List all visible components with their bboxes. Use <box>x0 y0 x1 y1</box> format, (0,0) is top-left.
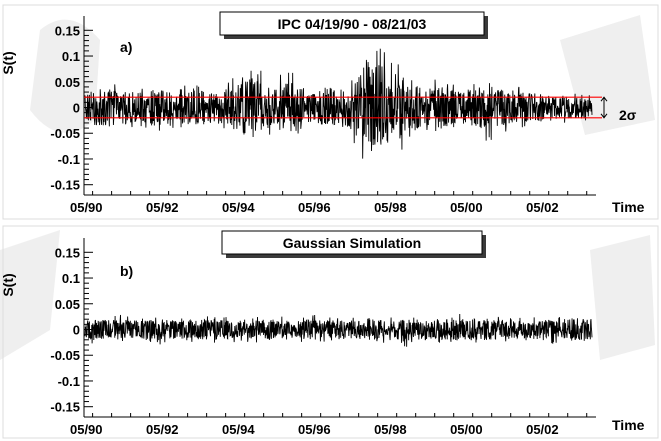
panel-a-label: a) <box>120 39 132 55</box>
panel-a-series-line <box>84 48 593 159</box>
panel-b: Gaussian Simulation b) S(t) Time 0.150.1… <box>0 225 659 439</box>
panel-a-title-box: IPC 04/19/90 - 08/21/03 <box>219 11 488 39</box>
panel-a-y-axis-label: S(t) <box>0 51 16 74</box>
panel-b-y-tick-label: -0.15 <box>50 400 80 415</box>
panel-b-y-tick-label: 0.05 <box>55 297 80 312</box>
panel-b-x-tick-label: 05/00 <box>450 422 483 437</box>
panel-b-y-tick-label: 0.1 <box>62 271 80 286</box>
panel-a-y-tick-label: -0.1 <box>58 152 80 167</box>
panel-b-x-tick-label: 05/02 <box>526 422 559 437</box>
panel-b-frame <box>2 225 659 439</box>
panel-b-x-tick-label: 05/90 <box>70 422 103 437</box>
panel-a-x-tick-label: 05/00 <box>450 200 483 215</box>
panel-b-label: b) <box>120 263 133 279</box>
panel-a-y-tick-label: 0 <box>73 101 80 116</box>
panel-b-y-tick-label: -0.05 <box>50 348 80 363</box>
panel-a-x-tick-label: 05/96 <box>298 200 331 215</box>
panel-b-y-tick-label: 0.15 <box>55 245 80 260</box>
panel-b-y-axis: 0.15 0.1 0.05 0 -0.05 -0.1 -0.15 <box>50 238 93 417</box>
panel-b-x-tick-label: 05/98 <box>374 422 407 437</box>
panel-a-y-tick-label: -0.15 <box>50 178 80 193</box>
panel-a-title: IPC 04/19/90 - 08/21/03 <box>278 16 427 32</box>
panel-b-x-tick-label: 05/92 <box>146 422 179 437</box>
panel-a-x-tick-label: 05/92 <box>146 200 179 215</box>
panel-a-y-tick-label: 0.05 <box>55 75 80 90</box>
panel-a-x-axis-label: Time <box>612 199 645 215</box>
panel-a-y-tick-label: 0.1 <box>62 49 80 64</box>
panel-b-x-tick-label: 05/94 <box>222 422 255 437</box>
panel-a-x-tick-label: 05/94 <box>222 200 255 215</box>
panel-b-title-box: Gaussian Simulation <box>221 230 486 258</box>
panel-b-x-tick-label: 05/96 <box>298 422 331 437</box>
panel-a: IPC 04/19/90 - 08/21/03 a) S(t) Time 2σ … <box>0 4 659 220</box>
panel-a-band-bracket <box>600 96 608 119</box>
panel-a-plot-area <box>84 48 608 159</box>
panel-b-title: Gaussian Simulation <box>283 235 421 251</box>
background-watermark <box>0 15 655 360</box>
panel-a-x-tick-label: 05/90 <box>70 200 103 215</box>
panel-b-plot-area <box>84 313 593 347</box>
panel-a-x-tick-label: 05/98 <box>374 200 407 215</box>
panel-b-y-tick-label: 0 <box>73 323 80 338</box>
panel-a-y-tick-label: -0.05 <box>50 126 80 141</box>
panel-a-x-tick-label: 05/02 <box>526 200 559 215</box>
panel-b-series-line <box>84 313 593 347</box>
panel-b-x-axis: 05/90 05/92 05/94 05/96 05/98 05/00 05/02 <box>70 413 596 437</box>
panel-a-x-axis: 05/90 05/92 05/94 05/96 05/98 05/00 05/02 <box>70 191 596 215</box>
panel-b-y-axis-label: S(t) <box>0 273 16 296</box>
panel-a-band-label: 2σ <box>619 107 637 123</box>
panel-a-frame <box>2 4 659 220</box>
panel-b-y-tick-label: -0.1 <box>58 374 80 389</box>
panel-a-y-tick-label: 0.15 <box>55 23 80 38</box>
panel-a-y-axis: 0.15 0.1 0.05 0 -0.05 -0.1 -0.15 <box>50 16 93 195</box>
panel-b-x-axis-label: Time <box>612 417 645 433</box>
